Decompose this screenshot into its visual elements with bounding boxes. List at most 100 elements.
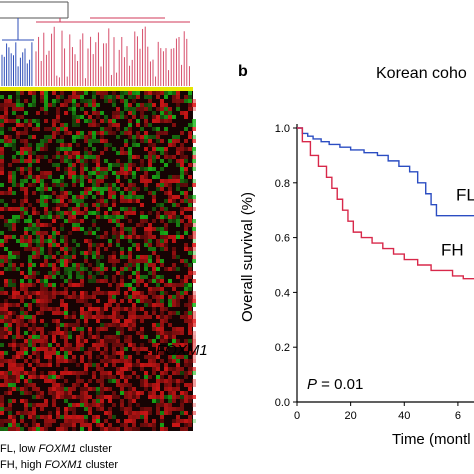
heatmap-cell <box>92 91 96 95</box>
heatmap-cell <box>36 179 40 183</box>
heatmap-cell <box>72 327 76 331</box>
heatmap-cell <box>120 267 124 271</box>
heatmap-cell <box>48 379 52 383</box>
heatmap-cell <box>76 347 80 351</box>
heatmap-cell <box>52 191 56 195</box>
heatmap-cell <box>16 151 20 155</box>
heatmap-cell <box>136 403 140 407</box>
heatmap-cell <box>156 227 160 231</box>
heatmap-cell <box>96 355 100 359</box>
heatmap-cell <box>4 207 8 211</box>
heatmap-cell <box>92 103 96 107</box>
heatmap-cell <box>80 355 84 359</box>
heatmap-cell <box>28 295 32 299</box>
heatmap-cell <box>164 247 168 251</box>
heatmap-cell <box>136 259 140 263</box>
heatmap-cell <box>132 243 136 247</box>
heatmap-cell <box>176 359 180 363</box>
heatmap-cell <box>172 203 176 207</box>
heatmap-cell <box>180 131 184 135</box>
heatmap-cell <box>60 191 64 195</box>
heatmap-cell <box>76 319 80 323</box>
heatmap-cell <box>124 103 128 107</box>
x-axis-label: Time (montl <box>392 431 471 448</box>
heatmap-cell <box>188 399 192 403</box>
heatmap-cell <box>128 187 132 191</box>
heatmap-cell <box>132 191 136 195</box>
heatmap-cell <box>192 167 196 171</box>
heatmap-cell <box>144 235 148 239</box>
heatmap-cell <box>144 227 148 231</box>
heatmap-cell <box>72 135 76 139</box>
heatmap-cell <box>176 139 180 143</box>
heatmap-cell <box>100 179 104 183</box>
heatmap-cell <box>48 187 52 191</box>
heatmap-cell <box>168 295 172 299</box>
heatmap-cell <box>96 419 100 423</box>
heatmap-cell <box>4 107 8 111</box>
heatmap-cell <box>108 315 112 319</box>
heatmap-cell <box>184 95 188 99</box>
heatmap-cell <box>108 187 112 191</box>
heatmap-cell <box>24 275 28 279</box>
heatmap-cell <box>36 303 40 307</box>
heatmap-cell <box>0 383 4 387</box>
heatmap-cell <box>44 403 48 407</box>
heatmap-cell <box>96 327 100 331</box>
heatmap-cell <box>132 307 136 311</box>
heatmap-cell <box>12 355 16 359</box>
heatmap-cell <box>180 291 184 295</box>
heatmap-cell <box>180 343 184 347</box>
heatmap-cell <box>176 395 180 399</box>
heatmap-cell <box>8 367 12 371</box>
heatmap-cell <box>172 255 176 259</box>
heatmap-cell <box>100 399 104 403</box>
heatmap-cell <box>92 387 96 391</box>
heatmap-cell <box>60 223 64 227</box>
heatmap-cell <box>148 279 152 283</box>
heatmap-cell <box>168 191 172 195</box>
heatmap-cell <box>156 343 160 347</box>
heatmap-cell <box>156 383 160 387</box>
heatmap-cell <box>156 131 160 135</box>
heatmap-cell <box>28 135 32 139</box>
heatmap-cell <box>188 415 192 419</box>
heatmap-cell <box>112 279 116 283</box>
heatmap-cell <box>156 367 160 371</box>
heatmap-cell <box>20 375 24 379</box>
heatmap-cell <box>40 343 44 347</box>
heatmap-cell <box>68 95 72 99</box>
heatmap-cell <box>32 291 36 295</box>
heatmap-cell <box>60 123 64 127</box>
heatmap-cell <box>68 423 72 427</box>
heatmap-cell <box>84 371 88 375</box>
heatmap-cell <box>120 215 124 219</box>
heatmap-cell <box>80 427 84 431</box>
heatmap-cell <box>60 323 64 327</box>
heatmap-cell <box>152 155 156 159</box>
heatmap-cell <box>32 351 36 355</box>
heatmap-cell <box>132 391 136 395</box>
heatmap-cell <box>80 387 84 391</box>
heatmap-cell <box>188 219 192 223</box>
heatmap-cell <box>100 379 104 383</box>
heatmap-cell <box>144 131 148 135</box>
heatmap-cell <box>64 355 68 359</box>
heatmap-cell <box>124 407 128 411</box>
heatmap-cell <box>24 179 28 183</box>
heatmap-cell <box>8 267 12 271</box>
heatmap-cell <box>192 255 196 259</box>
heatmap-cell <box>76 203 80 207</box>
heatmap-cell <box>4 279 8 283</box>
heatmap-cell <box>64 411 68 415</box>
heatmap-cell <box>128 307 132 311</box>
heatmap-cell <box>128 95 132 99</box>
heatmap-cell <box>172 343 176 347</box>
heatmap-cell <box>156 115 160 119</box>
heatmap-cell <box>12 103 16 107</box>
heatmap-cell <box>116 163 120 167</box>
heatmap-cell <box>100 187 104 191</box>
heatmap-cell <box>24 139 28 143</box>
heatmap-cell <box>160 115 164 119</box>
heatmap-cell <box>76 327 80 331</box>
